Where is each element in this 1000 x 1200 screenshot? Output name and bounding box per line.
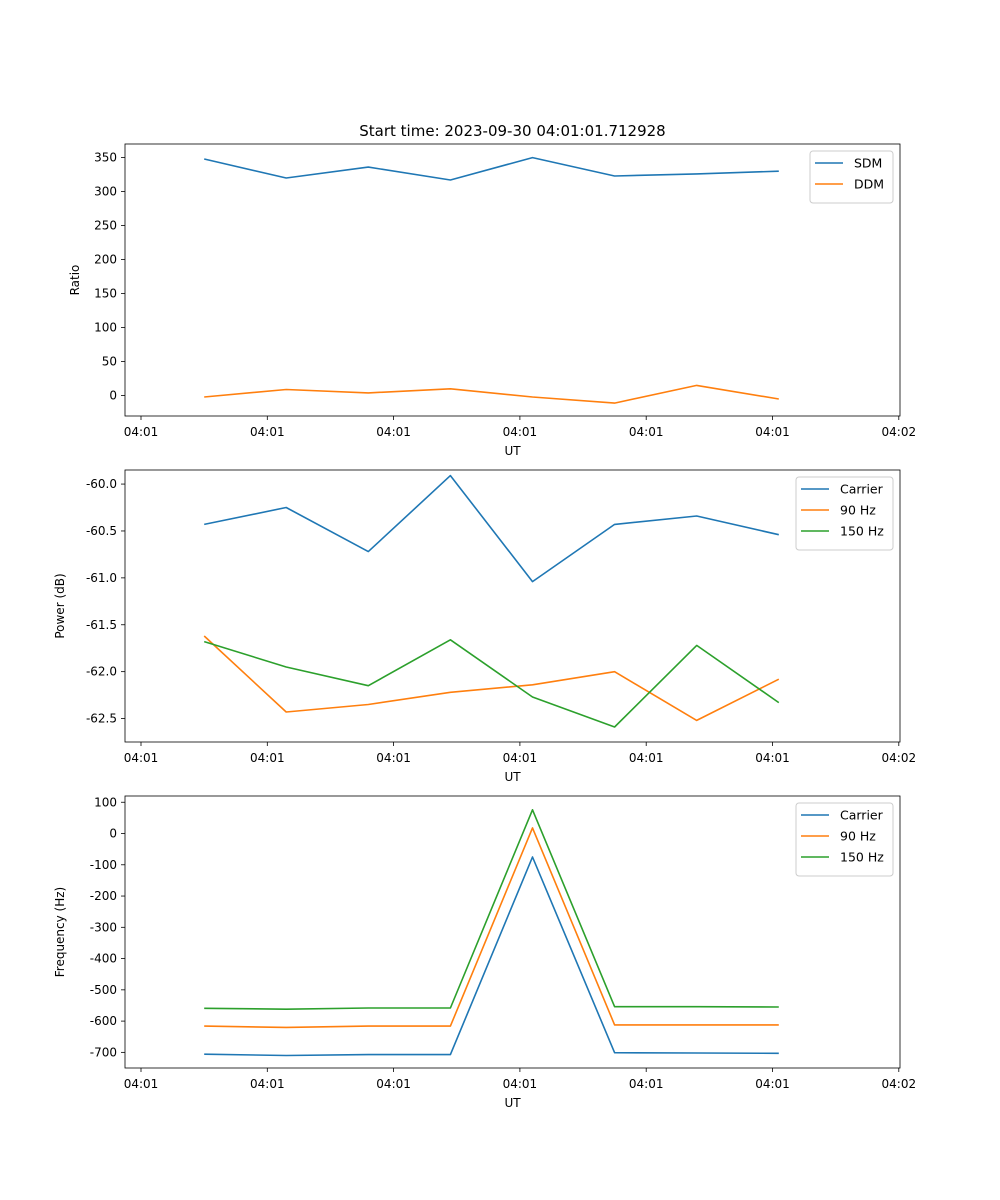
chart-title: Start time: 2023-09-30 04:01:01.712928: [359, 122, 665, 140]
x-axis-label: UT: [504, 1096, 521, 1110]
panel-2: 04:01 04:01 04:01 04:01 04:01 04:01 04:02 -60.0…: [53, 469, 917, 784]
x-tick-label: 04:01: [376, 425, 411, 439]
y-tick-label: -600: [90, 1014, 117, 1028]
legend-box: [809, 150, 894, 204]
y-tick-label: -61.5: [86, 618, 117, 632]
y-tick-label: -62.0: [86, 665, 117, 679]
y-tick-label: -62.5: [86, 712, 117, 726]
y-tick-label: 0: [109, 827, 117, 841]
y-tick-label: 200: [94, 253, 117, 267]
x-tick-label: 04:01: [124, 1077, 159, 1091]
series-line-ddm: [204, 384, 779, 404]
x-tick-label: 04:02: [882, 751, 917, 765]
y-tick-label: 100: [94, 795, 117, 809]
y-tick-label: -700: [90, 1045, 117, 1059]
x-tick-label: 04:01: [124, 425, 159, 439]
y-axis-label: Power (dB): [53, 573, 67, 638]
y-tick-label: -60.0: [86, 477, 117, 491]
y-tick-label: -100: [90, 858, 117, 872]
x-axis-label: UT: [504, 770, 521, 784]
legend-label: Carrier: [840, 808, 884, 823]
y-tick-label: -500: [90, 983, 117, 997]
y-tick-label: 0: [109, 389, 117, 403]
y-axis-label: Frequency (Hz): [53, 887, 67, 978]
x-tick-label: 04:01: [629, 425, 664, 439]
y-tick-label: -300: [90, 920, 117, 934]
x-tick-label: 04:01: [250, 751, 285, 765]
x-tick-label: 04:01: [755, 751, 790, 765]
x-tick-label: 04:01: [503, 1077, 538, 1091]
legend-label: 150 Hz: [840, 850, 884, 865]
series-line-90-hz: [203, 635, 780, 722]
legend-label: 150 Hz: [840, 524, 884, 539]
series-line-carrier: [204, 474, 779, 583]
y-tick-label: -400: [90, 952, 117, 966]
y-tick-label: 300: [94, 185, 117, 199]
y-tick-label: 50: [102, 355, 117, 369]
x-tick-label: 04:01: [503, 425, 538, 439]
axes-frame: [124, 795, 901, 1069]
x-tick-label: 04:01: [755, 1077, 790, 1091]
y-tick-label: -60.5: [86, 524, 117, 538]
legend-label: 90 Hz: [840, 503, 876, 518]
series-line-90-hz: [204, 827, 779, 1029]
legend-label: DDM: [854, 177, 884, 192]
x-tick-label: 04:01: [629, 751, 664, 765]
y-tick-label: -61.0: [86, 571, 117, 585]
x-tick-label: 04:01: [755, 425, 790, 439]
y-tick-label: 150: [94, 287, 117, 301]
legend-label: Carrier: [840, 482, 884, 497]
panel-1: 04:01 04:01 04:01 04:01 04:01 04:01 04:02 0 50 10…: [68, 122, 916, 458]
y-axis-label: Ratio: [68, 265, 82, 296]
axes-frame: [124, 469, 901, 743]
x-tick-label: 04:02: [882, 1077, 917, 1091]
legend-label: 90 Hz: [840, 829, 876, 844]
x-tick-label: 04:01: [250, 425, 285, 439]
y-tick-label: -200: [90, 889, 117, 903]
x-tick-label: 04:01: [376, 1077, 411, 1091]
y-tick-label: 100: [94, 321, 117, 335]
x-tick-label: 04:01: [503, 751, 538, 765]
x-tick-label: 04:01: [376, 751, 411, 765]
series-line-sdm: [204, 156, 779, 181]
legend: Carrier 90 Hz 150 Hz: [795, 802, 894, 877]
x-tick-label: 04:01: [629, 1077, 664, 1091]
legend-label: SDM: [854, 156, 882, 171]
y-tick-label: 350: [94, 151, 117, 165]
x-tick-label: 04:01: [250, 1077, 285, 1091]
y-tick-label: 250: [94, 219, 117, 233]
x-axis-label: UT: [504, 444, 521, 458]
legend: SDM DDM: [809, 150, 894, 204]
legend: Carrier 90 Hz 150 Hz: [795, 476, 894, 551]
series-line-150-hz: [204, 808, 779, 1011]
series-line-150-hz: [203, 638, 780, 728]
series-line-carrier: [204, 856, 779, 1057]
x-tick-label: 04:01: [124, 751, 159, 765]
axes-frame: [124, 143, 901, 417]
panel-3: 04:01 04:01 04:01 04:01 04:01 04:01 04:02 100 0 -…: [53, 795, 916, 1110]
x-tick-label: 04:02: [882, 425, 917, 439]
